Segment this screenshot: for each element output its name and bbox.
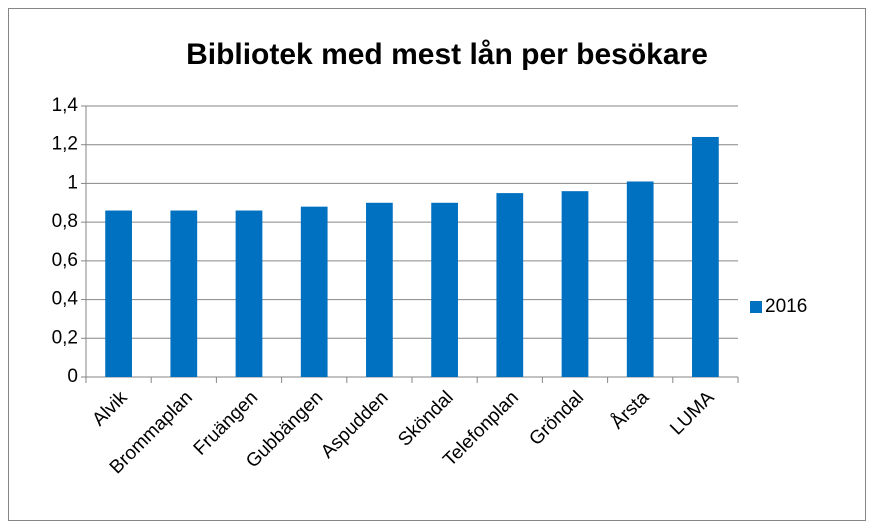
y-tick-label: 0 xyxy=(67,366,78,387)
y-tick-label: 0,4 xyxy=(52,289,79,310)
legend-swatch xyxy=(750,301,762,313)
bar xyxy=(235,210,263,377)
y-tick-label: 0,2 xyxy=(52,327,78,348)
bar xyxy=(561,191,589,377)
legend-label: 2016 xyxy=(765,296,807,317)
bar xyxy=(366,202,393,377)
y-tick-label: 1 xyxy=(67,172,78,193)
bar xyxy=(300,206,328,377)
bar xyxy=(170,210,198,377)
bar xyxy=(692,136,719,377)
chart-title: Bibliotek med mest lån per besökare xyxy=(186,38,708,71)
y-tick-label: 0,6 xyxy=(52,250,78,271)
y-tick-label: 1,2 xyxy=(52,134,78,155)
bar xyxy=(431,202,458,377)
y-tick-label: 0,8 xyxy=(52,211,78,232)
bar xyxy=(626,181,654,377)
bar xyxy=(496,193,524,377)
y-tick-label: 1,4 xyxy=(52,95,79,116)
bar xyxy=(105,210,132,377)
